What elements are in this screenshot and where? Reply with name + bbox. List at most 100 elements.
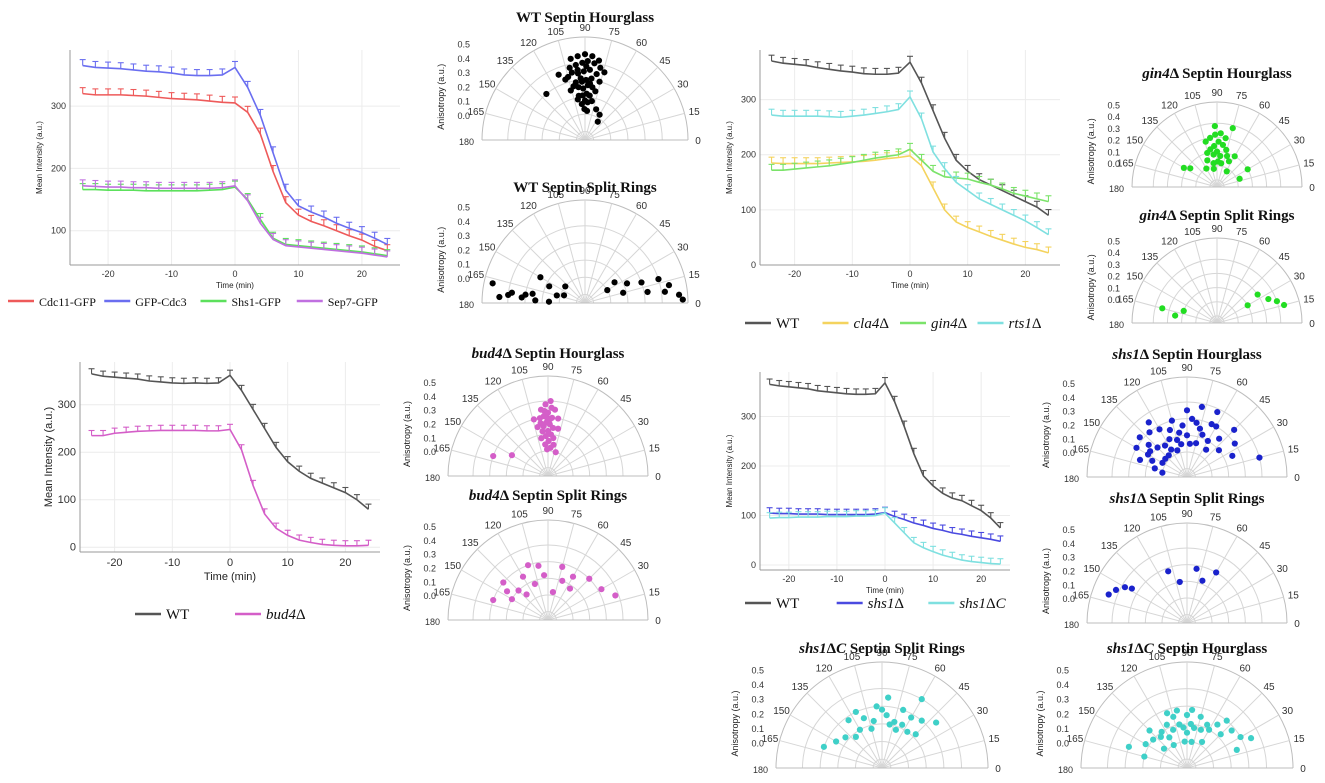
r-tick-label: 0.2	[457, 82, 470, 92]
data-point	[1204, 157, 1211, 164]
polar-spoke	[1186, 450, 1284, 478]
data-point	[1218, 160, 1225, 167]
angle-tick-label: 120	[1124, 378, 1141, 389]
data-point	[1225, 158, 1233, 165]
r-tick-label: 0.4	[423, 392, 436, 402]
angle-tick-label: 180	[1064, 620, 1079, 630]
data-point	[1156, 426, 1163, 433]
angle-tick-label: 120	[1161, 237, 1178, 248]
polar-spoke	[461, 425, 549, 477]
data-point	[566, 64, 573, 71]
legend: Cdc11-GFP GFP-Cdc3 Shs1-GFP Sep7-GFP	[8, 295, 378, 309]
polar-spoke	[1186, 390, 1238, 478]
r-tick-label: 0.5	[457, 203, 470, 213]
data-point	[1223, 146, 1230, 153]
polar-chart-polarGinH: 01530456075901051201351501651800.00.10.2…	[1086, 66, 1315, 194]
data-point	[1190, 724, 1198, 732]
polar-spoke	[584, 251, 675, 304]
data-point	[878, 706, 886, 713]
polar-spoke	[1216, 113, 1260, 188]
r-tick-label: 0.1	[457, 260, 470, 270]
polar-spoke	[547, 404, 620, 477]
data-point	[589, 53, 596, 60]
data-point	[1176, 578, 1183, 586]
data-point	[1136, 456, 1144, 463]
angle-tick-label: 90	[542, 362, 554, 373]
data-point	[852, 733, 859, 740]
data-point	[543, 446, 551, 453]
data-point	[1214, 721, 1221, 728]
r-tick-label: 0.5	[751, 665, 764, 675]
data-point	[550, 434, 557, 442]
angle-tick-label: 75	[571, 510, 583, 521]
polar-spoke	[1084, 740, 1188, 769]
polar-spoke	[584, 112, 685, 141]
data-point	[1265, 295, 1272, 303]
data-point	[580, 85, 587, 92]
legend-entry: Cdc11-GFP	[39, 295, 96, 309]
x-tick-label: -20	[107, 557, 123, 569]
data-point	[1161, 442, 1169, 449]
polar-spoke	[1186, 405, 1259, 478]
angle-tick-label: 15	[689, 270, 701, 281]
angle-tick-label: 150	[479, 243, 496, 254]
angle-tick-label: 15	[1288, 445, 1300, 456]
data-point	[1159, 459, 1166, 466]
polar-spoke	[511, 229, 586, 304]
data-point	[554, 425, 562, 432]
angle-tick-label: 30	[1294, 272, 1306, 283]
data-point	[537, 420, 544, 427]
data-point	[1180, 164, 1187, 171]
r-tick-label: 0.1	[1056, 724, 1069, 734]
polar-spoke	[1216, 104, 1240, 188]
angle-tick-label: 180	[753, 765, 768, 775]
angle-tick-label: 135	[462, 538, 479, 549]
data-point	[870, 717, 877, 725]
data-point	[1198, 403, 1206, 410]
angle-tick-label: 165	[468, 107, 485, 118]
data-point	[891, 718, 898, 726]
data-point	[1150, 736, 1157, 743]
x-axis-label: Time (min)	[204, 571, 256, 583]
r-tick-label: 0.0	[457, 111, 470, 121]
data-point	[1165, 568, 1172, 575]
polar-spoke	[485, 112, 586, 141]
data-point	[1222, 135, 1229, 142]
data-point	[1166, 436, 1173, 443]
data-point	[1231, 153, 1238, 160]
polar-spoke	[511, 66, 586, 141]
data-point	[1231, 440, 1238, 447]
data-point	[586, 575, 593, 582]
r-tick-label: 0.1	[1107, 147, 1120, 157]
polar-spoke	[1134, 164, 1218, 188]
polar-spoke	[881, 665, 910, 769]
x-tick-label: 0	[907, 269, 912, 279]
data-point	[1193, 419, 1200, 426]
angle-tick-label: 165	[762, 734, 779, 745]
r-tick-label: 0.3	[1056, 695, 1069, 705]
data-point	[553, 292, 560, 299]
x-tick-label: 20	[357, 269, 367, 279]
data-point	[845, 717, 852, 724]
polar-axis-label: Anisotropy (a.u.)	[1041, 548, 1051, 614]
data-point	[912, 731, 919, 738]
polar-spoke	[1115, 551, 1188, 624]
panel-title: bud4Δ Septin Split Rings	[469, 488, 627, 504]
angle-tick-label: 120	[816, 664, 833, 675]
x-tick-label: -10	[830, 574, 843, 584]
x-tick-label: 10	[282, 557, 294, 569]
r-tick-label: 0.2	[1062, 420, 1075, 430]
data-point	[531, 580, 538, 588]
angle-tick-label: 135	[1101, 395, 1118, 406]
y-tick-label: 100	[51, 226, 66, 236]
legend-entry: GFP-Cdc3	[135, 295, 186, 309]
x-tick-label: -10	[164, 557, 180, 569]
data-point	[546, 283, 553, 290]
data-point	[1193, 565, 1200, 572]
data-point	[904, 728, 911, 735]
angle-tick-label: 30	[1277, 418, 1289, 429]
data-point	[515, 587, 522, 594]
data-point	[833, 738, 840, 745]
polar-chart-polarShsCH: 0 15 30 45 60 75 90 105 120 135 150 165 180 0.0 0.1 0.2…	[1035, 641, 1306, 775]
angle-tick-label: 150	[444, 417, 461, 428]
